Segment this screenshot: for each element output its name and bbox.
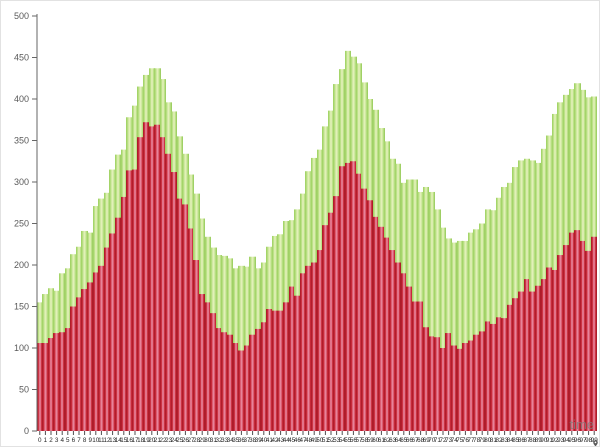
svg-text:100: 100 [14,343,29,353]
svg-text:350: 350 [14,136,29,146]
svg-text:400: 400 [14,94,29,104]
svg-text:8: 8 [83,437,87,444]
svg-text:0: 0 [24,426,29,436]
svg-text:3: 3 [55,437,59,444]
svg-text:250: 250 [14,219,29,229]
svg-text:time: time [569,417,594,432]
svg-text:300: 300 [14,177,29,187]
svg-text:1: 1 [44,437,48,444]
svg-text:0: 0 [38,437,42,444]
svg-text:4: 4 [60,437,64,444]
svg-text:2: 2 [49,437,53,444]
svg-text:7: 7 [77,437,81,444]
svg-text:6: 6 [72,437,76,444]
svg-text:200: 200 [14,260,29,270]
svg-text:150: 150 [14,302,29,312]
svg-text:5: 5 [66,437,70,444]
svg-text:500: 500 [14,11,29,21]
svg-text:450: 450 [14,53,29,63]
svg-text:50: 50 [19,385,29,395]
